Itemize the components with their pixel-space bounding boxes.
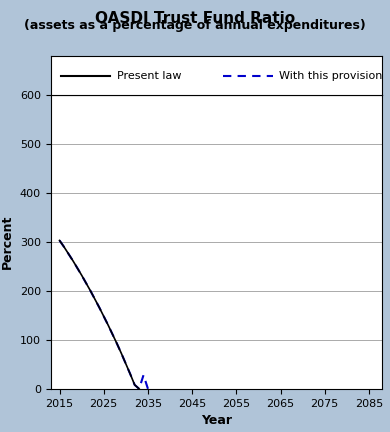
X-axis label: Year: Year [201, 414, 232, 427]
Text: Present law: Present law [117, 70, 181, 81]
Text: With this provision: With this provision [279, 70, 383, 81]
Y-axis label: Percent: Percent [1, 215, 14, 269]
Text: (assets as a percentage of annual expenditures): (assets as a percentage of annual expend… [24, 19, 366, 32]
Text: OASDI Trust Fund Ratio: OASDI Trust Fund Ratio [95, 11, 295, 26]
